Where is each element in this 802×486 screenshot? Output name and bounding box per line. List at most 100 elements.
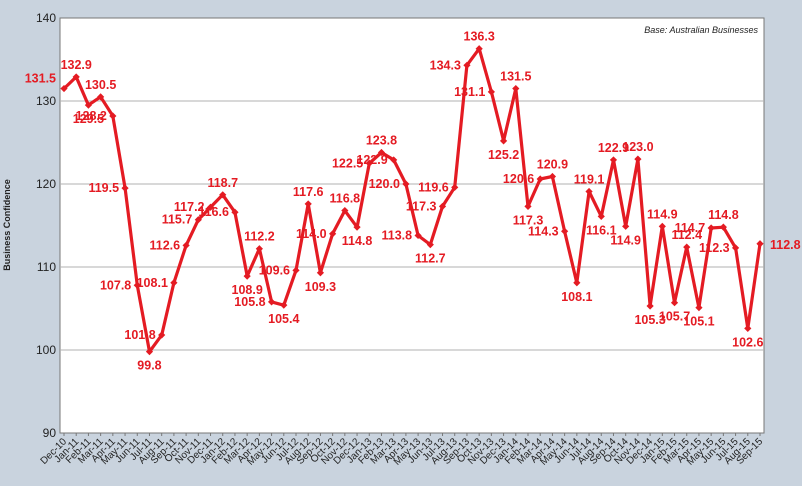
data-label: 114.9 bbox=[610, 233, 641, 247]
data-point bbox=[670, 299, 679, 307]
data-point bbox=[72, 73, 80, 81]
base-note: Base: Australian Businesses bbox=[644, 25, 758, 35]
data-point bbox=[573, 279, 581, 287]
data-labels: 131.5 132.9 129.5 130.5 128.2 119.5 107.8 99.8 1… bbox=[25, 30, 801, 373]
data-label: 107.8 bbox=[100, 278, 131, 292]
data-label: 112.8 bbox=[770, 238, 801, 252]
data-label: 112.4 bbox=[671, 228, 702, 242]
data-point bbox=[707, 224, 715, 232]
plot-area bbox=[59, 17, 765, 434]
data-label: 136.3 bbox=[464, 30, 495, 44]
data-label: 120.0 bbox=[369, 177, 400, 191]
data-point bbox=[304, 200, 312, 208]
data-label: 119.5 bbox=[88, 181, 119, 195]
y-tick-label: 110 bbox=[37, 260, 56, 274]
data-point bbox=[133, 281, 141, 289]
data-label: 117.6 bbox=[293, 185, 324, 199]
data-label: 120.6 bbox=[503, 172, 534, 186]
data-point bbox=[683, 243, 691, 251]
data-point bbox=[548, 172, 557, 181]
data-point bbox=[219, 191, 227, 199]
data-label: 129.5 bbox=[73, 112, 104, 126]
data-point bbox=[597, 212, 605, 220]
data-label: 105.1 bbox=[683, 315, 714, 329]
data-point bbox=[475, 45, 483, 53]
x-axis-ticks: Dec-10Jan-11Feb-11Mar-11Apr-11May-11Jun-… bbox=[39, 433, 765, 468]
data-label: 122.5 bbox=[332, 156, 363, 170]
data-point bbox=[744, 324, 752, 333]
data-point bbox=[341, 206, 349, 215]
data-point bbox=[280, 301, 288, 309]
data-label: 114.0 bbox=[296, 227, 327, 241]
data-label: 116.8 bbox=[330, 192, 361, 206]
data-point bbox=[121, 184, 129, 192]
data-label: 109.3 bbox=[305, 280, 336, 294]
data-label: 132.9 bbox=[61, 58, 92, 72]
data-point bbox=[536, 175, 544, 183]
data-label: 112.7 bbox=[415, 252, 446, 266]
data-point bbox=[756, 240, 764, 248]
data-label: 115.7 bbox=[162, 213, 193, 227]
data-label: 112.3 bbox=[699, 241, 730, 255]
data-point bbox=[292, 266, 300, 274]
data-point bbox=[658, 222, 666, 230]
y-tick-label: 130 bbox=[36, 94, 56, 108]
data-label: 113.8 bbox=[382, 228, 413, 242]
data-label: 108.1 bbox=[137, 276, 168, 290]
data-point bbox=[414, 231, 422, 240]
data-point bbox=[170, 279, 178, 287]
data-label: 108.1 bbox=[561, 290, 592, 304]
data-label: 105.4 bbox=[268, 312, 299, 326]
data-point bbox=[158, 331, 166, 339]
data-label: 101.8 bbox=[124, 328, 155, 342]
data-label: 131.5 bbox=[25, 72, 56, 86]
data-point bbox=[524, 202, 532, 211]
data-label: 131.5 bbox=[500, 70, 531, 84]
y-tick-label: 120 bbox=[36, 177, 56, 191]
data-point bbox=[206, 203, 215, 211]
y-tick-label: 90 bbox=[43, 426, 57, 440]
data-label: 120.9 bbox=[537, 158, 568, 172]
data-label: 118.7 bbox=[207, 176, 238, 190]
data-point bbox=[145, 348, 154, 356]
data-label: 112.6 bbox=[150, 238, 181, 252]
data-point bbox=[402, 180, 410, 188]
series-points bbox=[60, 45, 764, 356]
data-point bbox=[255, 245, 263, 253]
y-axis-ticks: 90 100 110 120 130 140 bbox=[36, 11, 56, 440]
data-point bbox=[231, 208, 239, 216]
data-point bbox=[499, 137, 508, 145]
data-label: 116.6 bbox=[198, 205, 229, 219]
data-point bbox=[731, 244, 740, 252]
data-label: 114.8 bbox=[708, 208, 739, 222]
data-point bbox=[84, 101, 93, 109]
data-point bbox=[109, 112, 117, 120]
data-label: 119.6 bbox=[418, 180, 449, 194]
data-label: 134.3 bbox=[430, 58, 461, 72]
data-label: 108.9 bbox=[232, 283, 263, 297]
data-label: 125.2 bbox=[488, 148, 519, 162]
data-label: 117.3 bbox=[513, 213, 544, 227]
data-point bbox=[487, 88, 495, 96]
data-point bbox=[182, 241, 190, 250]
data-label: 122.9 bbox=[356, 153, 387, 167]
data-point bbox=[463, 61, 471, 69]
data-label: 114.3 bbox=[528, 224, 559, 238]
data-point bbox=[719, 223, 727, 231]
data-point bbox=[609, 156, 618, 164]
data-point bbox=[267, 298, 276, 306]
data-point bbox=[390, 156, 398, 164]
data-point bbox=[243, 272, 251, 280]
data-label: 116.1 bbox=[586, 223, 617, 237]
data-label: 128.2 bbox=[76, 109, 107, 123]
data-label: 102.6 bbox=[732, 335, 763, 349]
y-tick-label: 140 bbox=[36, 11, 56, 25]
data-point bbox=[329, 230, 337, 238]
data-label: 109.6 bbox=[259, 263, 290, 277]
data-point bbox=[365, 159, 373, 167]
data-point bbox=[622, 222, 630, 230]
confidence-line bbox=[62, 47, 762, 354]
data-point bbox=[353, 223, 361, 231]
data-label: 99.8 bbox=[137, 359, 161, 373]
data-label: 131.1 bbox=[454, 85, 485, 99]
